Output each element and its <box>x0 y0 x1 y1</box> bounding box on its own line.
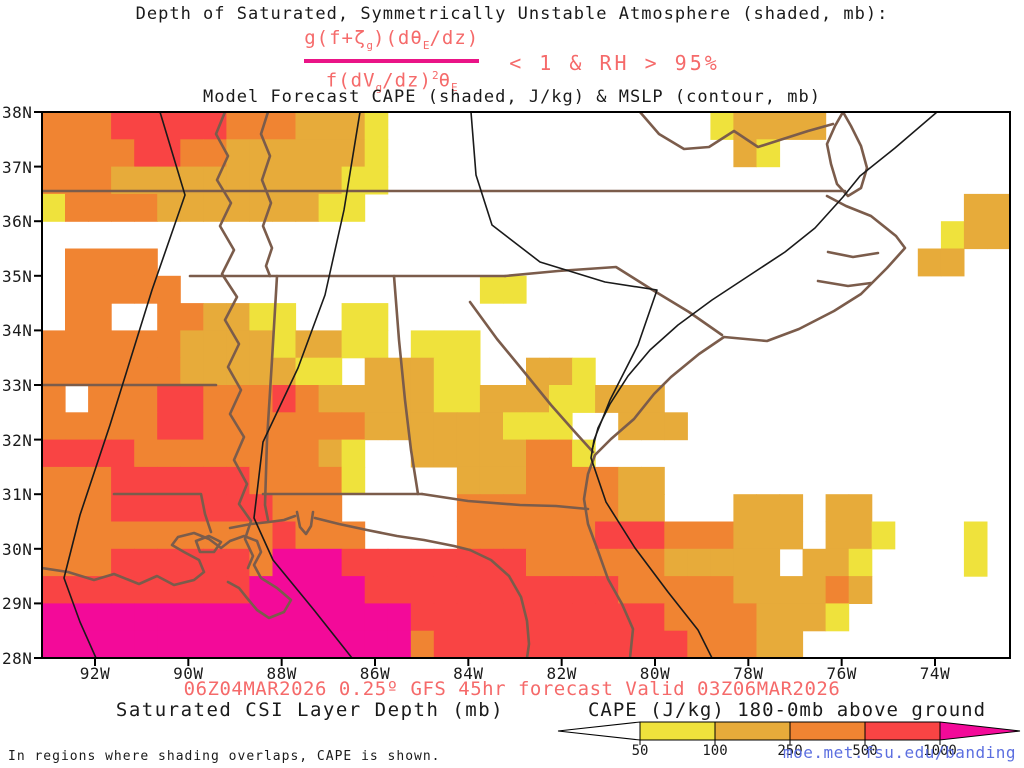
border-lake-pontchartrain <box>194 534 223 554</box>
lon-label: 80W <box>639 664 671 683</box>
lat-label: 37N <box>2 157 33 177</box>
lat-label: 34N <box>2 321 33 341</box>
lon-label: 88W <box>266 664 297 683</box>
border-ms-al-line <box>263 274 279 522</box>
mslp-contours <box>63 112 938 658</box>
border-tennessee-river <box>259 112 274 278</box>
shading-grid <box>42 112 1010 658</box>
border-atlantic-coast <box>582 194 907 658</box>
colorbar-tick-label: 50 <box>631 743 649 759</box>
lon-label: 78W <box>733 664 764 683</box>
lat-label: 31N <box>2 485 33 505</box>
lon-label: 82W <box>546 664 577 683</box>
border-chesapeake-delmarva <box>825 112 869 198</box>
lon-label: 84W <box>453 664 484 683</box>
border-pamlico-sound <box>816 279 873 288</box>
colorbar-tick-label: 100 <box>702 743 728 759</box>
formula-denominator: f(dVg/dz)2θE <box>325 68 458 94</box>
contour-center <box>253 112 361 658</box>
contour-west <box>63 112 186 658</box>
border-ms-coast <box>228 514 297 530</box>
lat-label: 35N <box>2 266 33 286</box>
border-albemarle-sound <box>826 250 880 259</box>
formula-fraction: g(f+ζg)(dθE/dz) f(dVg/dz)2θE <box>304 26 480 100</box>
colorbar-left-arrow <box>557 721 641 741</box>
formula-numerator: g(f+ζg)(dθE/dz) <box>304 27 480 52</box>
colorbar-segment <box>789 721 866 741</box>
border-mobile-bay <box>295 510 315 536</box>
lat-label: 33N <box>2 376 33 395</box>
source-url: moe.met.fsu.edu/banding <box>782 743 1016 762</box>
axis-ticks <box>34 111 936 666</box>
lon-label: 90W <box>173 664 204 683</box>
border-nc-sc-line <box>503 265 724 337</box>
lon-label: 74W <box>919 664 951 683</box>
colorbar-segment <box>714 721 791 741</box>
lat-label: 32N <box>2 430 33 450</box>
lat-label: 36N <box>2 212 33 232</box>
border-va-wv-line <box>638 112 835 151</box>
legend-label-csi: Saturated CSI Layer Depth (mb) <box>115 699 505 721</box>
page-title: Depth of Saturated, Symmetrically Unstab… <box>135 4 889 24</box>
fraction-bar <box>304 58 480 63</box>
lat-label: 29N <box>2 594 33 614</box>
border-al-ga-line <box>392 274 420 496</box>
forecast-valid-line: 06Z04MAR2026 0.25º GFS 45hr forecast Val… <box>183 678 841 700</box>
border-fl-bigbend-coast <box>468 548 531 658</box>
colorbar-tick-label: 500 <box>852 743 878 759</box>
csi-formula: g(f+ζg)(dθE/dz) f(dVg/dz)2θE < 1 & RH > … <box>0 26 1024 100</box>
lat-label: 38N <box>2 103 33 122</box>
cape-colorbar <box>557 721 1021 745</box>
lon-label: 86W <box>359 664 391 683</box>
colorbar-tick-label: 1000 <box>923 743 957 759</box>
colorbar-segment <box>864 721 941 741</box>
colorbar-segment <box>639 721 716 741</box>
legend-label-cape: CAPE (J/kg) 180-0mb above ground <box>587 699 987 721</box>
formula-condition: < 1 & RH > 95% <box>509 50 720 75</box>
border-fl-panhandle-coast <box>313 516 472 552</box>
lat-label: 28N <box>2 649 33 668</box>
border-la-ms-31 <box>112 492 213 534</box>
contour-coastal <box>591 112 938 451</box>
border-ga-fl-line <box>420 492 590 511</box>
border-savannah-river <box>468 300 595 454</box>
plot-subtitle: Model Forecast CAPE (shaded, J/kg) & MSL… <box>203 87 821 107</box>
lon-label: 76W <box>826 664 857 683</box>
colorbar-right-arrow <box>939 721 1021 741</box>
state-borders <box>42 112 907 658</box>
contour-georgia-trough <box>470 112 713 658</box>
lat-label: 30N <box>2 539 33 559</box>
overlap-note: In regions where shading overlaps, CAPE … <box>8 749 441 764</box>
border-gulf-coast-la <box>42 531 293 620</box>
lon-label: 92W <box>79 664 111 683</box>
colorbar-tick-label: 250 <box>777 743 803 759</box>
